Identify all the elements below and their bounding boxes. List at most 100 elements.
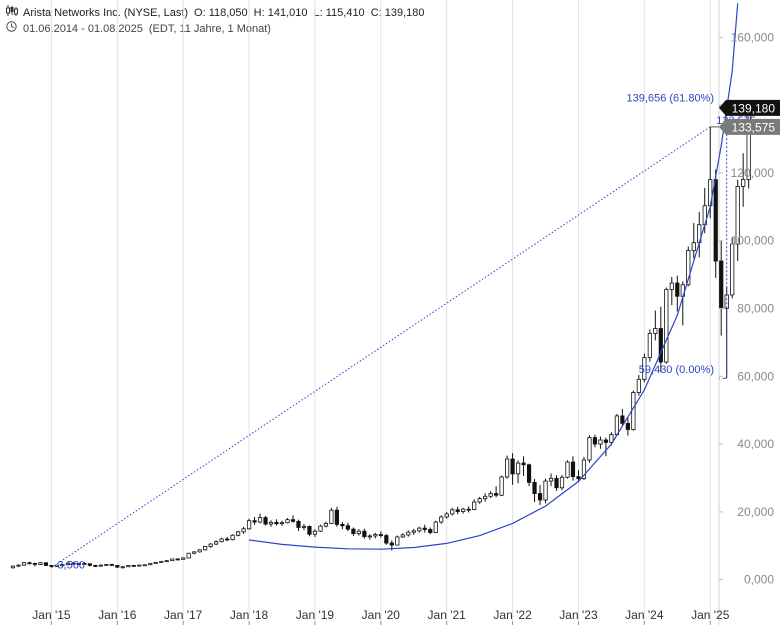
candle-body (642, 357, 647, 380)
candle-body (576, 476, 581, 480)
candle-body (71, 562, 76, 565)
candle-body (32, 562, 38, 565)
candle-body (614, 415, 620, 435)
candle-body (494, 493, 499, 496)
candle-body (192, 551, 197, 554)
low-point-label: 3,560 (57, 560, 85, 572)
candle-body (197, 549, 202, 553)
candle-body (263, 517, 268, 525)
candle-body (235, 531, 241, 536)
candle-body (537, 493, 543, 501)
trend-line (51, 126, 711, 569)
price-tag: 133,575 (719, 118, 780, 135)
candle-body (587, 437, 592, 461)
candle-body (21, 562, 27, 566)
clock-icon (6, 21, 19, 35)
candle-body (203, 546, 208, 551)
candle-body (170, 558, 175, 562)
candle-body (329, 509, 334, 524)
candle-body (450, 509, 455, 515)
candle-body (620, 415, 625, 424)
y-tick-label: 80,000 (737, 301, 774, 315)
candle-body (411, 530, 416, 533)
candle-body (472, 501, 477, 510)
candle-body (318, 525, 323, 532)
x-tick-label: Jan '23 (559, 608, 598, 622)
price-tag-background (719, 99, 780, 116)
candle-body (669, 282, 674, 290)
candle-body (241, 528, 246, 533)
candle-body (439, 516, 444, 523)
candle-body (131, 565, 136, 567)
y-tick-label: 0,000 (744, 573, 774, 587)
candle-body (603, 439, 609, 443)
candle-body (636, 378, 641, 393)
candle-body (570, 461, 576, 478)
candle-body (312, 530, 318, 535)
candle-body (126, 565, 131, 568)
high-value: H: 141,010 (253, 7, 308, 19)
candle-body (301, 526, 307, 528)
candle-body (54, 564, 60, 567)
candle-body (43, 562, 49, 566)
candle-body (565, 461, 570, 478)
candle-body (433, 521, 438, 533)
y-tick-label: 160,000 (731, 30, 775, 44)
candle-body (559, 476, 565, 489)
price-tag-background (719, 118, 780, 135)
candle-body (461, 508, 466, 512)
candle-body (16, 564, 21, 567)
candle-body (109, 564, 114, 566)
candle-body (76, 562, 81, 565)
y-tick-label: 20,000 (737, 505, 774, 519)
instrument-info-line: Arista Networks Inc. (NYSE, Last) O: 118,… (6, 5, 431, 19)
candle-body (279, 522, 285, 525)
x-tick-label: Jan '17 (164, 608, 203, 622)
price-tag-label: 133,575 (732, 120, 776, 134)
candle-body (444, 513, 449, 518)
candle-body (686, 250, 691, 286)
close-value: C: 139,180 (370, 7, 425, 19)
fib-low-label: 59,430 (0.00%) (639, 364, 714, 376)
candle-body (142, 564, 147, 567)
candle-body (741, 179, 746, 187)
candle-body (581, 459, 587, 480)
candle-body (214, 541, 219, 545)
candle-body (543, 480, 548, 501)
date-range: 01.06.2014 - 01.08.2025 (23, 23, 143, 35)
candle-body (159, 560, 164, 563)
candle-body (367, 535, 372, 538)
candle-body (400, 534, 405, 538)
candle-body (554, 477, 559, 489)
candle-body (499, 476, 504, 496)
candle-body (274, 521, 279, 525)
candle-body (521, 462, 526, 466)
candle-body (27, 562, 32, 565)
candle-body (592, 437, 598, 445)
candle-body (323, 522, 329, 527)
candle-body (115, 565, 120, 568)
y-tick-label: 60,000 (737, 369, 774, 383)
candle-body (526, 464, 532, 483)
candle-body (98, 564, 103, 567)
candle-body (609, 434, 614, 443)
candle-body (389, 542, 394, 546)
candle-body (208, 543, 213, 547)
candle-body (246, 520, 252, 530)
candle-body (625, 422, 630, 430)
candle-body (653, 328, 658, 334)
candle-body (455, 509, 460, 512)
candle-body (340, 524, 345, 527)
candle-body (148, 562, 153, 566)
candle-body (504, 458, 510, 478)
candle-body (345, 525, 350, 530)
candle-body (93, 565, 98, 567)
candle-body (428, 529, 433, 533)
x-tick-label: Jan '18 (230, 608, 269, 622)
candle-body (351, 528, 356, 534)
candle-body (658, 328, 663, 363)
candle-body (153, 561, 158, 564)
x-tick-label: Jan '25 (691, 608, 730, 622)
candle-body (647, 333, 652, 359)
